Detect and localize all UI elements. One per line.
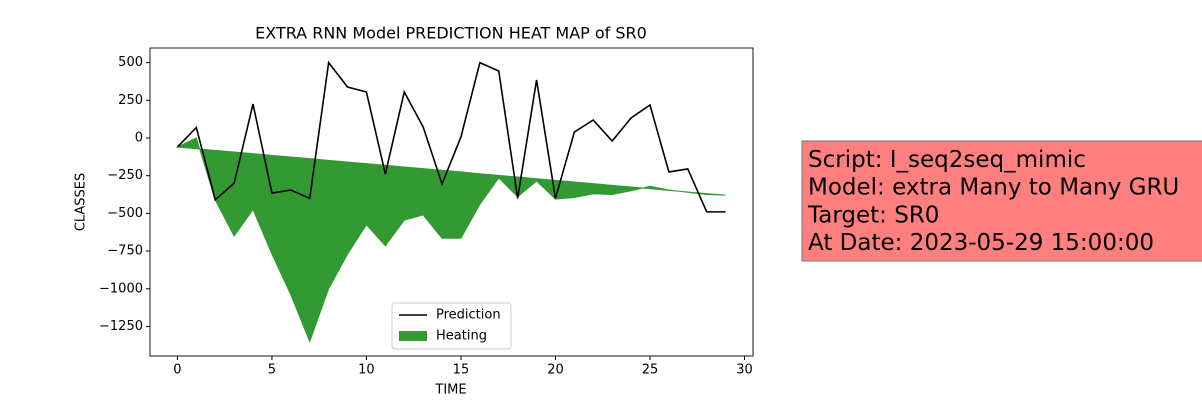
info-text: Model: extra Many to Many GRU [808, 175, 1179, 201]
y-tick-label: 500 [118, 55, 143, 70]
legend-label: Prediction [436, 308, 501, 323]
info-text: At Date: 2023-05-29 15:00:00 [808, 230, 1154, 256]
y-tick-label: 0 [135, 131, 143, 146]
x-tick-label: 5 [268, 363, 276, 378]
y-axis-label: CLASSES [74, 173, 89, 231]
y-tick-label: −1250 [99, 319, 143, 334]
info-text: Target: SR0 [807, 202, 939, 228]
info-text: Script: I_seq2seq_mimic [808, 147, 1086, 173]
x-tick-label: 30 [736, 363, 753, 378]
x-tick-label: 15 [453, 363, 470, 378]
y-tick-label: −500 [107, 206, 143, 221]
x-tick-label: 10 [358, 363, 375, 378]
y-tick-label: −750 [107, 244, 143, 259]
info-box [801, 140, 1202, 262]
y-tick-label: −250 [107, 168, 143, 183]
chart-title: EXTRA RNN Model PREDICTION HEAT MAP of S… [255, 24, 647, 43]
plot-frame [149, 47, 754, 357]
prediction-line [176, 60, 726, 213]
x-tick-label: 20 [547, 363, 564, 378]
x-tick-label: 25 [642, 363, 659, 378]
legend-label: Heating [436, 329, 487, 344]
y-tick-label: −1000 [99, 281, 143, 296]
x-axis-label: TIME [434, 383, 466, 398]
x-tick-label: 0 [173, 363, 181, 378]
y-tick-label: 250 [118, 93, 143, 108]
heating-area [175, 137, 726, 343]
legend-swatch [399, 331, 427, 341]
